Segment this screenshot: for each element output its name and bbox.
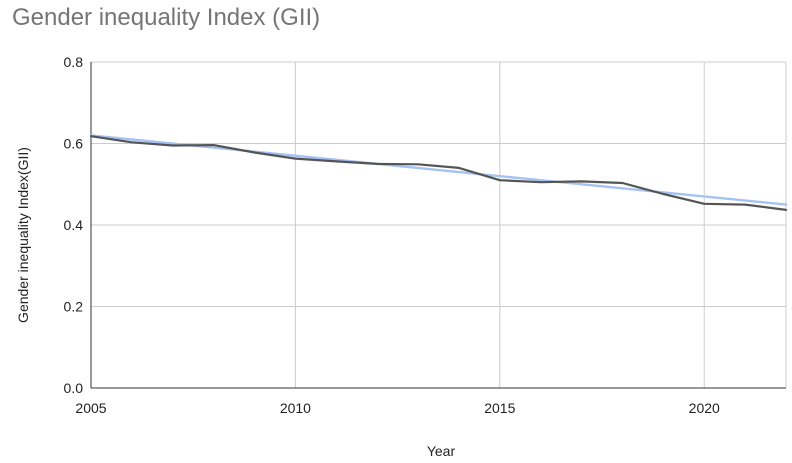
- y-tick-label: 0.0: [64, 380, 84, 396]
- axis-layer: [90, 62, 786, 389]
- trendline: [89, 134, 788, 206]
- y-tick-label: 0.8: [64, 54, 84, 70]
- x-axis-title: Year: [427, 443, 456, 459]
- grid-layer: [91, 61, 787, 388]
- chart-title: Gender inequality Index (GII): [12, 4, 321, 31]
- x-tick-label: 2010: [280, 400, 311, 416]
- y-axis-title: Gender inequality Index(GII): [15, 147, 31, 323]
- tick-layer: 0.0 0.2 0.4 0.6 0.8 2005 2010 2015 2020: [64, 54, 720, 416]
- series-layer: [89, 134, 788, 211]
- y-tick-label: 0.6: [64, 136, 84, 152]
- x-tick-label: 2015: [484, 400, 515, 416]
- y-tick-label: 0.4: [64, 217, 84, 233]
- y-tick-label: 0.2: [64, 299, 84, 315]
- x-tick-label: 2005: [75, 400, 106, 416]
- x-tick-label: 2020: [689, 400, 720, 416]
- gii-series-line: [89, 135, 788, 211]
